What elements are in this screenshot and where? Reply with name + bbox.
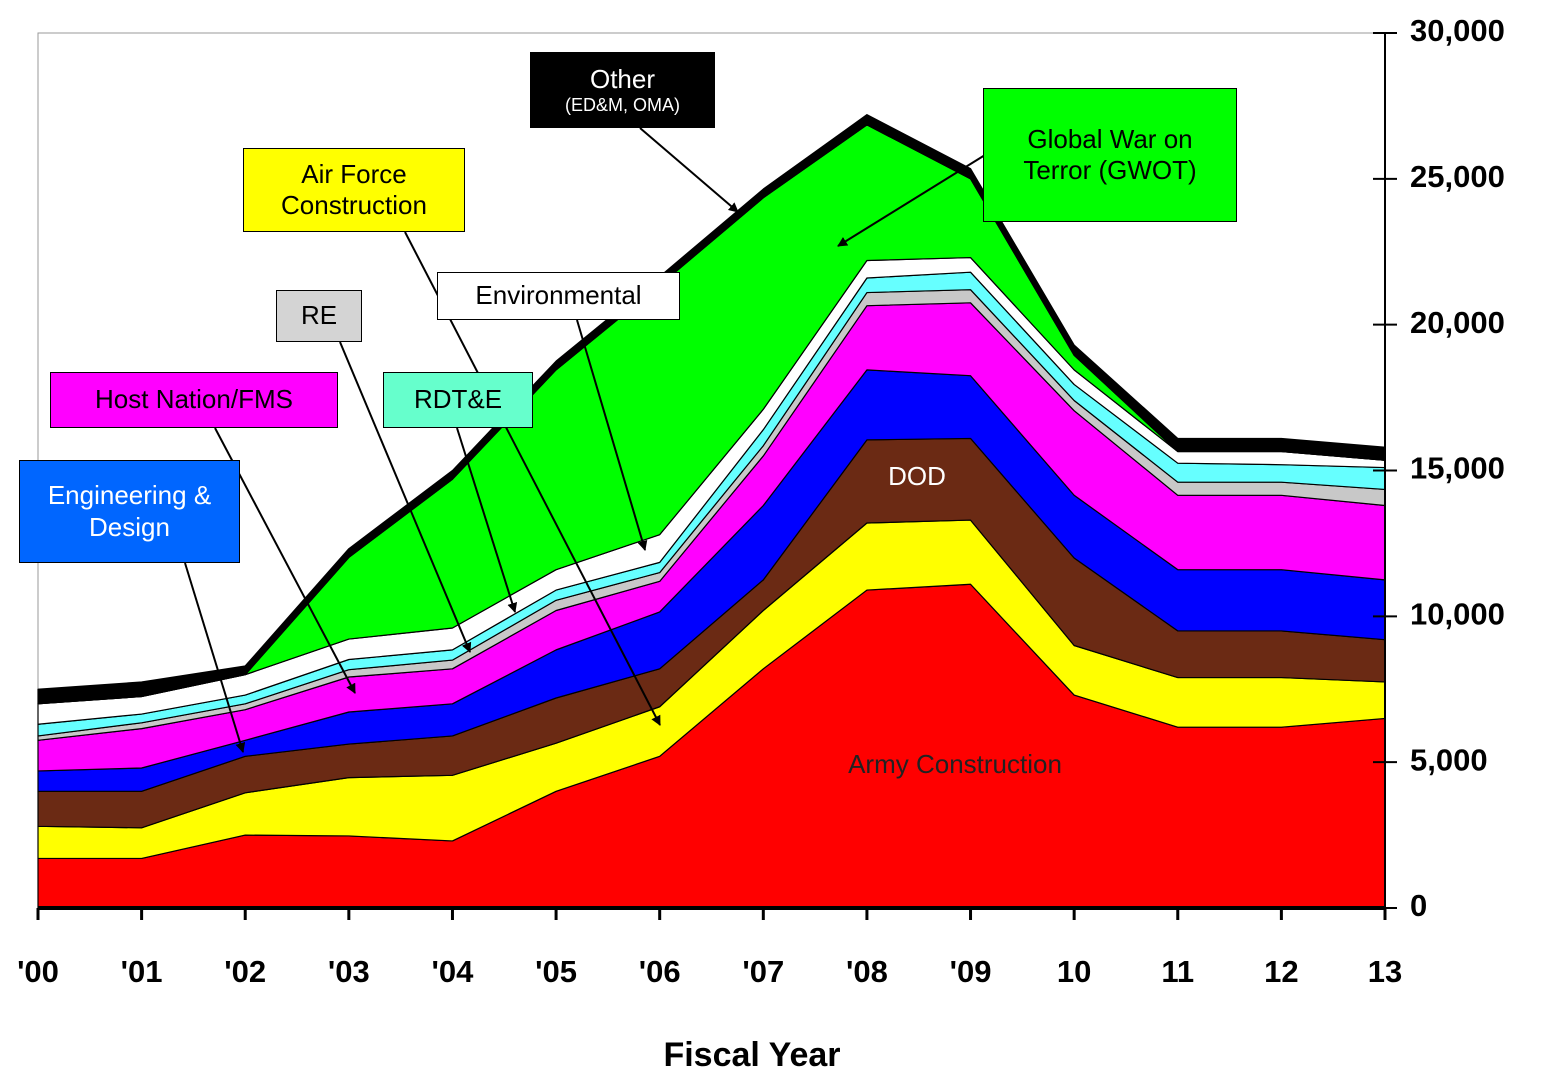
- callout-note: (ED&M, OMA): [565, 94, 680, 115]
- callout-arrow: [456, 427, 518, 613]
- callout-arrow: [837, 154, 986, 247]
- callout-box: Global War on Terror (GWOT): [983, 88, 1237, 222]
- x-tick-label: 13: [1368, 954, 1402, 989]
- callout-label: Air Force Construction: [281, 158, 427, 220]
- x-tick-label: '00: [17, 954, 59, 989]
- x-tick-label: '03: [328, 954, 370, 989]
- callout-box: Air Force Construction: [243, 148, 465, 232]
- x-tick-label: '02: [224, 954, 266, 989]
- x-tick-label: 11: [1161, 954, 1194, 989]
- callout-box: RDT&E: [383, 372, 533, 428]
- areas: [37, 114, 1386, 909]
- callout-arrow: [639, 127, 739, 213]
- callout-label: Environmental: [475, 280, 642, 311]
- callout-label: Engineering & Design: [47, 480, 212, 542]
- y-tick-label: 0: [1410, 888, 1427, 923]
- callout-label: Host Nation/FMS: [95, 384, 293, 415]
- y-tick-label: 5,000: [1410, 742, 1488, 777]
- y-tick-label: 15,000: [1410, 451, 1505, 486]
- callout-label: Other: [589, 63, 656, 94]
- x-tick-label: '09: [950, 954, 992, 989]
- x-tick-label: '04: [432, 954, 475, 989]
- x-tick-label: '01: [121, 954, 163, 989]
- area-label: DOD: [888, 461, 946, 491]
- x-tick-label: '07: [742, 954, 784, 989]
- y-tick-label: 20,000: [1410, 305, 1505, 340]
- area-label: Army Construction: [848, 749, 1062, 779]
- x-tick-label: '08: [846, 954, 888, 989]
- callout-arrow: [576, 319, 648, 551]
- y-tick-label: 30,000: [1410, 13, 1505, 48]
- callout-label: RDT&E: [413, 384, 503, 415]
- x-axis-label: Fiscal Year: [663, 1036, 840, 1074]
- callout-box: Environmental: [437, 272, 680, 320]
- callout-label: Global War on Terror (GWOT): [1023, 123, 1197, 185]
- x-tick-label: '06: [639, 954, 681, 989]
- callout-box: Engineering & Design: [19, 460, 240, 563]
- callout-box: Host Nation/FMS: [50, 372, 338, 428]
- y-tick-label: 25,000: [1410, 159, 1505, 194]
- x-tick-label: '05: [535, 954, 577, 989]
- callout-box: RE: [276, 290, 362, 342]
- callout-label: RE: [300, 300, 338, 331]
- x-tick-label: 12: [1264, 954, 1298, 989]
- callout-arrow: [184, 562, 246, 753]
- x-tick-label: 10: [1057, 954, 1091, 989]
- y-tick-label: 10,000: [1410, 597, 1505, 632]
- callout-box: Other (ED&M, OMA): [530, 52, 715, 128]
- callout-arrow: [339, 341, 472, 653]
